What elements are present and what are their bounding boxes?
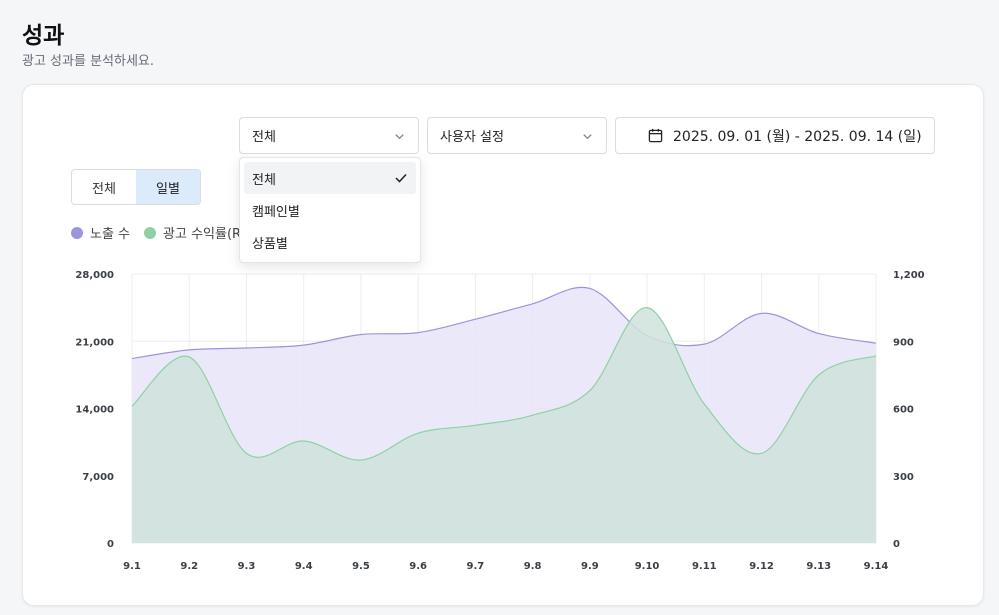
check-icon	[395, 173, 407, 183]
period-select[interactable]: 사용자 설정	[427, 117, 607, 154]
y-left-tick-label: 14,000	[75, 405, 114, 416]
y-left-tick-label: 7,000	[82, 472, 114, 483]
toggle-daily-button[interactable]: 일별	[136, 170, 200, 204]
page-subtitle: 광고 성과를 분석하세요.	[22, 54, 154, 69]
view-toggle: 전체 일별	[71, 169, 201, 205]
x-tick-label: 9.7	[467, 561, 485, 572]
x-tick-label: 9.5	[352, 561, 370, 572]
x-tick-label: 9.13	[806, 561, 831, 572]
series-line-impressions	[131, 286, 877, 360]
dropdown-option-product[interactable]: 상품별	[244, 226, 416, 258]
type-select-value: 전체	[252, 130, 276, 145]
y-right-tick-label: 0	[893, 539, 900, 550]
x-tick-label: 9.8	[524, 561, 542, 572]
period-select-value: 사용자 설정	[440, 130, 504, 145]
dropdown-option-label: 캠페인별	[252, 204, 300, 220]
chevron-down-icon	[583, 134, 592, 140]
page-title: 성과	[22, 23, 65, 49]
legend-dot	[71, 226, 83, 239]
x-tick-label: 9.1	[123, 561, 141, 572]
y-right-tick-label: 600	[893, 405, 914, 416]
performance-card: 전체 사용자 설정 2025. 09. 01 (월) - 2025. 09. 1…	[22, 84, 984, 606]
y-right-tick-label: 300	[893, 472, 914, 483]
y-left-tick-label: 0	[107, 539, 114, 550]
y-left-tick-label: 28,000	[75, 270, 114, 281]
legend-dot	[144, 226, 157, 239]
date-range-text: 2025. 09. 01 (월) - 2025. 09. 14 (일)	[673, 128, 922, 145]
chevron-down-icon	[395, 134, 404, 140]
x-tick-label: 9.3	[238, 561, 256, 572]
x-tick-label: 9.14	[864, 561, 889, 572]
x-tick-label: 9.4	[295, 561, 313, 572]
x-tick-label: 9.2	[180, 561, 198, 572]
area-fill-roas	[132, 307, 876, 543]
x-tick-label: 9.11	[692, 561, 717, 572]
y-right-tick-label: 900	[893, 337, 914, 348]
x-tick-label: 9.6	[409, 561, 427, 572]
series-line-roas	[131, 307, 877, 461]
toggle-all-button[interactable]: 전체	[72, 170, 136, 204]
dropdown-option-label: 전체	[252, 172, 276, 188]
performance-chart: 9.1 9.2 9.3 9.4 9.5 9.6 9.7 9.8 9.9 9.10 9.11 9.12 9…	[75, 270, 925, 572]
y-left-tick-label: 21,000	[75, 337, 114, 348]
calendar-icon	[648, 128, 663, 143]
dropdown-option-label: 상품별	[252, 236, 288, 252]
type-select[interactable]: 전체	[239, 117, 419, 154]
y-right-tick-label: 1,200	[893, 270, 925, 281]
type-dropdown-menu: 전체 캠페인별 상품별	[239, 157, 421, 263]
x-tick-label: 9.9	[581, 561, 599, 572]
legend-item-impressions: 노출 수	[71, 223, 130, 242]
dropdown-option-all[interactable]: 전체	[244, 162, 416, 194]
dropdown-option-campaign[interactable]: 캠페인별	[244, 194, 416, 226]
x-tick-label: 9.12	[749, 561, 774, 572]
date-range-picker[interactable]: 2025. 09. 01 (월) - 2025. 09. 14 (일)	[615, 117, 935, 154]
x-tick-label: 9.10	[635, 561, 660, 572]
legend-label: 노출 수	[90, 227, 131, 242]
